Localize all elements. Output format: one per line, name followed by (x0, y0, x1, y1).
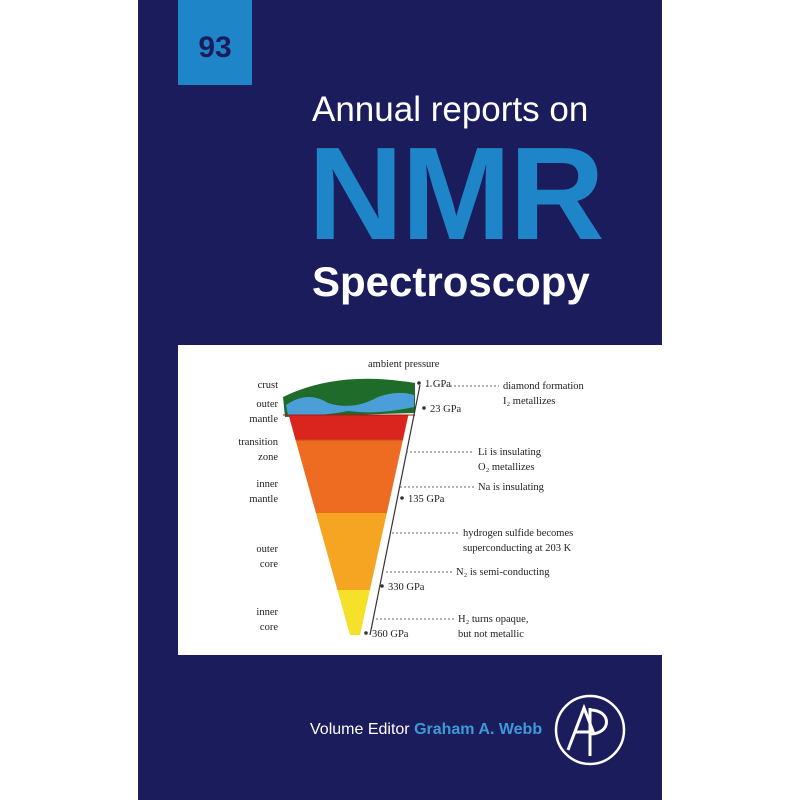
layer-label: mantle (249, 414, 278, 425)
pressure-label: 360 GPa (372, 629, 409, 640)
editor-label: Volume Editor (310, 721, 410, 738)
volume-number: 93 (178, 0, 252, 85)
pressure-marker (417, 381, 421, 385)
layer-label: core (260, 622, 278, 633)
note: hydrogen sulfide becomes (463, 528, 573, 539)
earth-figure: ambient pressure 1 GPa 23 GPa 135 GPa 330 GP… (178, 345, 662, 655)
pressure-axis (369, 384, 421, 636)
note: H₂ turns opaque, (458, 614, 528, 625)
note: superconducting at 203 K (463, 543, 572, 554)
publisher-logo (554, 694, 626, 766)
pressure-label: 1 GPa (425, 379, 451, 390)
layer-label: outer (256, 399, 278, 410)
note: I₂ metallizes (503, 396, 555, 407)
pressure-marker (364, 631, 368, 635)
title: NMR (308, 120, 605, 267)
note: but not metallic (458, 629, 524, 640)
top-label: ambient pressure (368, 359, 440, 370)
layer-label: transition (238, 437, 278, 448)
layer (295, 440, 403, 513)
note: N₂ is semi-conducting (456, 567, 550, 578)
layer-label: core (260, 559, 278, 570)
editor-line: Volume Editor Graham A. Webb (310, 721, 542, 739)
layer-label: inner (256, 607, 278, 618)
subtitle: Spectroscopy (312, 258, 590, 305)
note: Na is insulating (478, 482, 545, 493)
pressure-marker (380, 584, 384, 588)
layer (288, 415, 409, 440)
layer-label: crust (258, 380, 278, 391)
crust-water (286, 392, 414, 416)
pressure-label: 330 GPa (388, 582, 425, 593)
editor-name: Graham A. Webb (414, 721, 543, 738)
layer-label: zone (258, 452, 278, 463)
figure-background (178, 345, 662, 655)
pressure-label: 135 GPa (408, 494, 445, 505)
pressure-marker (422, 406, 426, 410)
layer-label: outer (256, 544, 278, 555)
series-line: Annual reports on (312, 90, 589, 129)
note: Li is insulating (478, 447, 542, 458)
note: O₂ metallizes (478, 462, 534, 473)
layer (315, 513, 387, 590)
layer-label: inner (256, 479, 278, 490)
layer-label: mantle (249, 494, 278, 505)
pressure-label: 23 GPa (430, 404, 462, 415)
pressure-marker (400, 496, 404, 500)
note: diamond formation (503, 381, 585, 392)
layer (337, 590, 370, 635)
